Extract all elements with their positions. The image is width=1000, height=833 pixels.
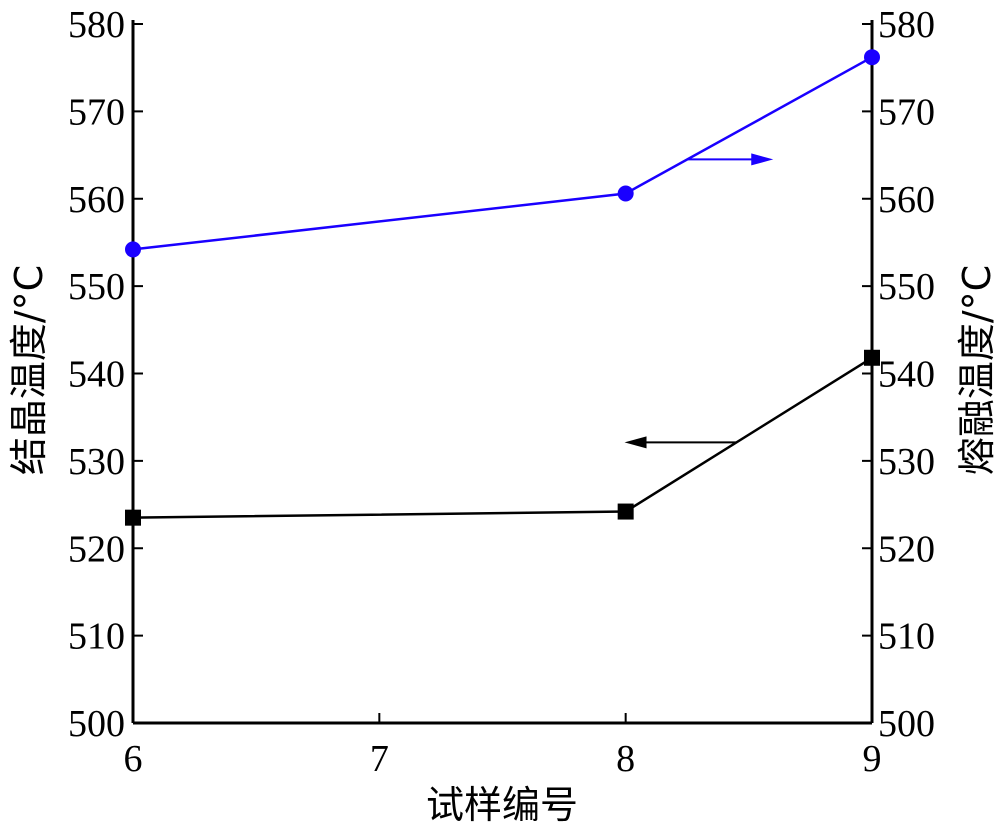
y-tick-label-left: 570 — [68, 91, 125, 133]
y-tick-label-right: 540 — [878, 354, 935, 396]
data-point-square — [864, 349, 880, 366]
x-tick-label: 6 — [124, 738, 143, 780]
x-axis-label: 试样编号 — [426, 783, 578, 827]
tick-group: 500 500 510 510 520 520 530 530 540 540 550 550 560 5… — [68, 4, 935, 780]
y-tick-label-left: 580 — [68, 4, 125, 46]
y-tick-label-left: 500 — [68, 703, 125, 745]
y-tick-label-right: 500 — [878, 703, 935, 745]
y-tick-label-left: 510 — [68, 616, 125, 658]
data-point-square — [617, 503, 634, 520]
x-tick-label: 7 — [370, 738, 389, 780]
data-point-circle — [125, 241, 141, 258]
y-tick-label-left: 530 — [68, 441, 125, 483]
y-tick-label-right: 570 — [878, 91, 935, 133]
y-tick-label-right: 530 — [878, 441, 935, 483]
y-tick-label-right: 550 — [878, 266, 935, 308]
y-tick-label-right: 520 — [878, 528, 935, 570]
y-tick-label-right: 510 — [878, 616, 935, 658]
arrow-right-head — [751, 153, 774, 166]
data-point-circle — [864, 49, 880, 66]
y-tick-label-left: 560 — [68, 179, 125, 221]
x-tick-label: 9 — [863, 738, 882, 780]
arrow-left-head — [624, 436, 647, 449]
y-tick-label-right: 560 — [878, 179, 935, 221]
y-axis-label-left: 结晶温度/°C — [7, 265, 51, 475]
y-tick-label-left: 550 — [68, 266, 125, 308]
series-line-right — [132, 56, 873, 251]
y-tick-label-left: 540 — [68, 354, 125, 396]
y-tick-label-left: 520 — [68, 528, 125, 570]
axes — [131, 20, 874, 725]
annotation-layer — [624, 153, 774, 449]
y-axis-label-right: 熔融温度/°C — [955, 265, 999, 475]
series-line-left — [132, 356, 873, 519]
series-layer — [125, 49, 880, 526]
data-point-square — [125, 509, 141, 526]
x-tick-label: 8 — [616, 738, 635, 780]
y-tick-label-right: 580 — [878, 4, 935, 46]
data-point-circle — [617, 185, 634, 202]
